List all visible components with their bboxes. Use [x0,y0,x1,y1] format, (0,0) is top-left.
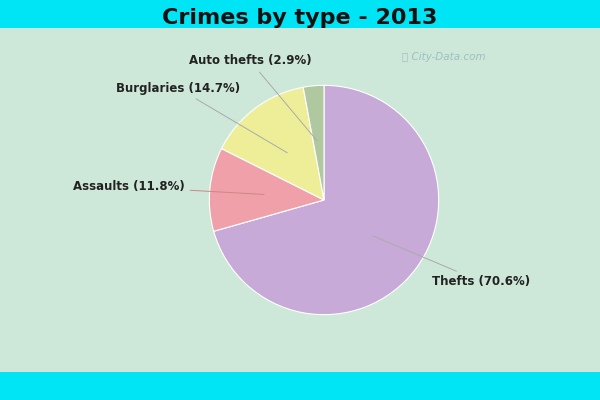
Text: Auto thefts (2.9%): Auto thefts (2.9%) [188,54,317,141]
Text: Thefts (70.6%): Thefts (70.6%) [373,236,530,288]
Text: Burglaries (14.7%): Burglaries (14.7%) [116,82,287,153]
Text: Crimes by type - 2013: Crimes by type - 2013 [163,8,437,28]
Text: ⓘ City-Data.com: ⓘ City-Data.com [402,52,485,62]
Wedge shape [221,87,324,200]
Wedge shape [303,85,324,200]
Text: Assaults (11.8%): Assaults (11.8%) [73,180,264,194]
Wedge shape [214,85,439,315]
Wedge shape [209,148,324,231]
